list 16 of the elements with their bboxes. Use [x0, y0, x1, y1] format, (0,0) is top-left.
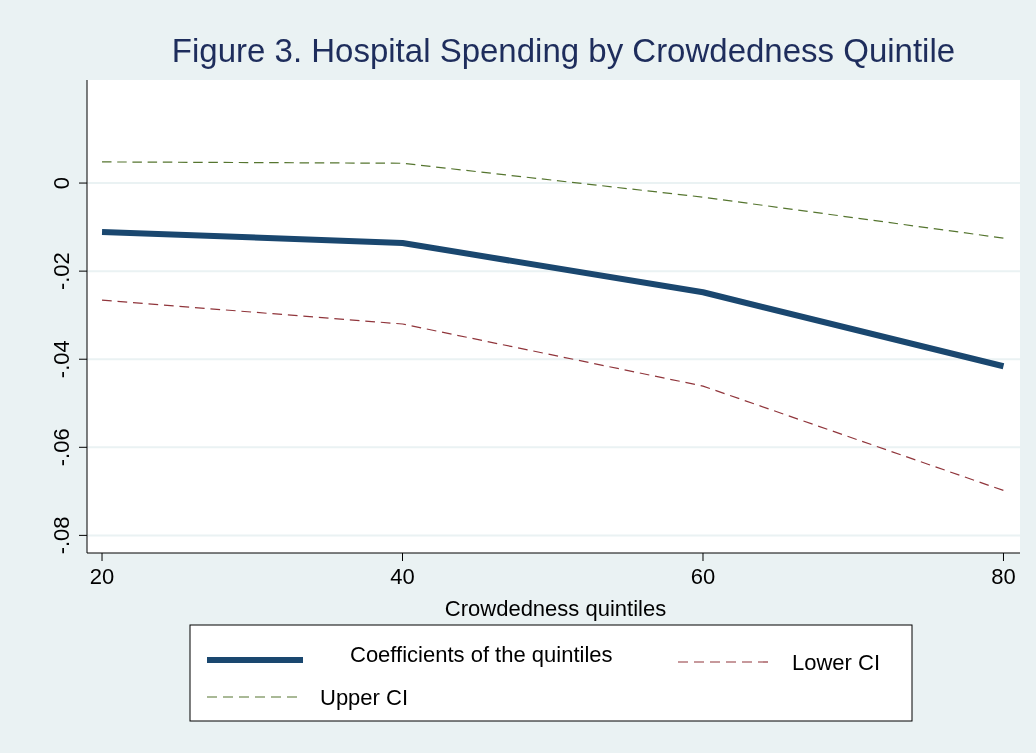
x-axis-title: Crowdedness quintiles	[444, 596, 667, 621]
legend-label: Upper CI	[320, 685, 409, 710]
y-tick-label: -.02	[49, 252, 74, 291]
y-tick-label: -.04	[49, 340, 74, 379]
y-tick-label: -.06	[49, 428, 74, 467]
x-tick-label: 80	[991, 564, 1016, 589]
chart-title: Figure 3. Hospital Spending by Crowdedness Quintile	[171, 32, 956, 69]
line-series	[101, 161, 1005, 239]
y-tick-label: 0	[49, 176, 74, 190]
x-tick-label: 60	[690, 564, 716, 589]
x-tick-label: 20	[89, 564, 115, 589]
legend-label: Lower CI	[792, 650, 881, 675]
legend-label: Coefficients of the quintiles	[350, 642, 613, 667]
line-series	[101, 299, 1005, 492]
x-tick-label: 40	[390, 564, 415, 589]
y-tick-label: -.08	[49, 516, 74, 555]
